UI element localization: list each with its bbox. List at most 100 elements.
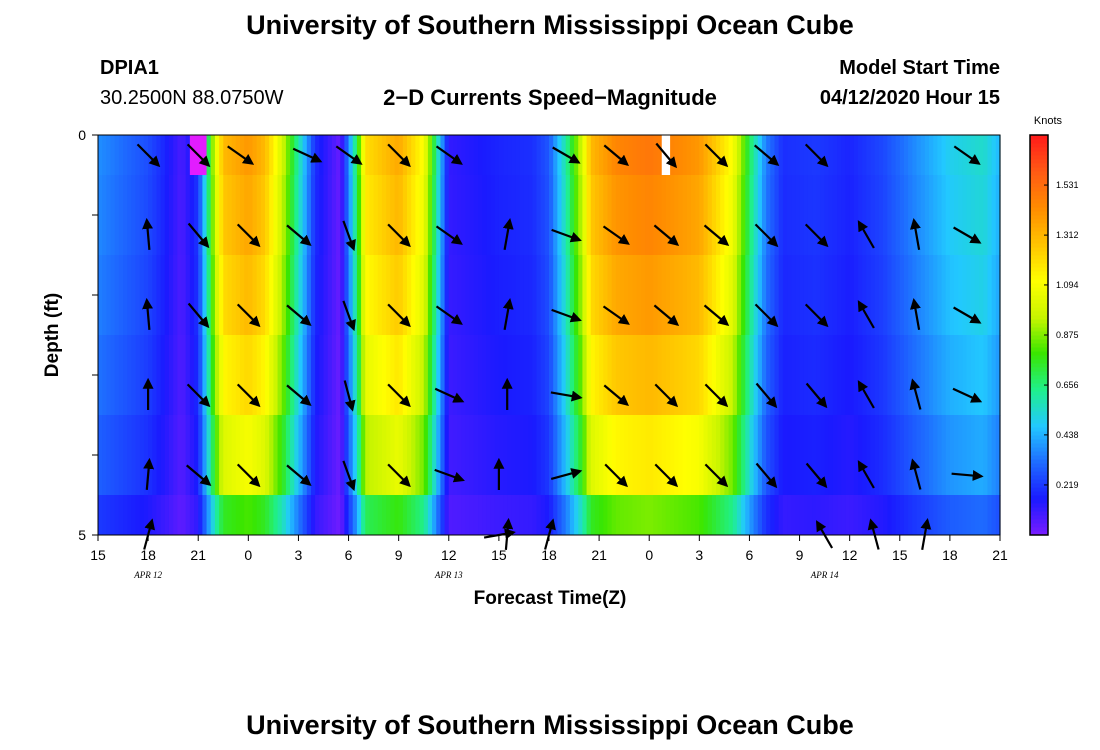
heatmap-cell — [619, 175, 625, 256]
heatmap-cell — [757, 135, 763, 176]
heatmap-cell — [803, 415, 809, 496]
colorbar-tick-label: 0.219 — [1056, 480, 1079, 490]
heatmap-cell — [173, 175, 178, 256]
current-vector-arrow — [286, 224, 312, 247]
heatmap-cell — [753, 495, 759, 536]
current-vector-arrow — [804, 223, 829, 248]
heatmap-cell — [549, 415, 554, 496]
heatmap-cell — [778, 175, 784, 256]
heatmap-cell — [569, 135, 575, 176]
heatmap-cell — [979, 175, 984, 256]
heatmap-cell — [168, 175, 174, 256]
heatmap-cell — [995, 415, 1001, 496]
heatmap-cell — [544, 135, 550, 176]
heatmap-cell — [870, 255, 876, 336]
heatmap-cell — [553, 255, 558, 336]
heatmap-cell — [185, 415, 191, 496]
y-axis-title: Depth (ft) — [42, 293, 63, 377]
heatmap-cell — [812, 495, 817, 536]
heatmap-cell — [344, 135, 350, 176]
heatmap-cell — [507, 495, 513, 536]
heatmap-cell — [678, 495, 684, 536]
heatmap-cell — [557, 335, 563, 416]
heatmap-cell — [106, 495, 112, 536]
colorbar-swatch — [1030, 247, 1048, 252]
heatmap-cell — [235, 415, 241, 496]
x-tick-label: 15 — [491, 547, 507, 563]
heatmap-cell — [812, 175, 817, 256]
heatmap-cell — [912, 415, 918, 496]
heatmap-cell — [699, 175, 705, 256]
heatmap-cell — [365, 335, 371, 416]
heatmap-cell — [841, 255, 847, 336]
heatmap-cell — [202, 495, 208, 536]
heatmap-cell — [118, 135, 124, 176]
heatmap-cell — [152, 175, 158, 256]
heatmap-cell — [365, 495, 371, 536]
heatmap-cell — [770, 255, 776, 336]
heatmap-cell — [344, 175, 350, 256]
current-vector-arrow — [387, 223, 411, 248]
heatmap-cell — [394, 415, 400, 496]
colorbar-swatch — [1030, 471, 1048, 476]
heatmap-cell — [903, 415, 909, 496]
heatmap-cell — [528, 495, 533, 536]
heatmap-cell — [110, 135, 116, 176]
heatmap-cell — [853, 415, 859, 496]
heatmap-cell — [127, 495, 133, 536]
heatmap-cell — [607, 135, 613, 176]
heatmap-cell — [920, 135, 926, 176]
heatmap-cell — [256, 175, 262, 256]
heatmap-cell — [699, 135, 705, 176]
heatmap-cell — [411, 135, 416, 176]
heatmap-cell — [214, 135, 220, 176]
colorbar-swatch — [1030, 219, 1048, 224]
heatmap-cell — [774, 335, 780, 416]
heatmap-cell — [870, 495, 876, 536]
heatmap-cell — [411, 175, 416, 256]
heatmap-cell — [803, 255, 809, 336]
heatmap-cell — [695, 255, 700, 336]
heatmap-cell — [632, 255, 638, 336]
heatmap-cell — [645, 135, 650, 176]
heatmap-cell — [302, 495, 308, 536]
heatmap-cell — [469, 135, 475, 176]
current-vector-arrow — [603, 144, 629, 167]
heatmap-cell — [344, 415, 350, 496]
heatmap-cell — [519, 135, 525, 176]
heatmap-cell — [753, 415, 759, 496]
colorbar-swatch — [1030, 487, 1048, 492]
heatmap-cell — [653, 175, 659, 256]
heatmap-cell — [461, 495, 467, 536]
station-id: DPIA1 — [100, 57, 159, 79]
heatmap-cell — [670, 335, 675, 416]
heatmap-cell — [837, 335, 842, 416]
heatmap-cell — [636, 135, 642, 176]
heatmap-cell — [482, 175, 487, 256]
heatmap-cell — [536, 415, 542, 496]
heatmap-cell — [490, 495, 496, 536]
heatmap-cell — [603, 415, 609, 496]
current-vector-arrow — [502, 218, 514, 250]
current-vector-arrow — [142, 297, 154, 330]
heatmap-cell — [498, 495, 504, 536]
heatmap-cell — [386, 415, 391, 496]
heatmap-cell — [244, 135, 249, 176]
heatmap-cell — [486, 255, 492, 336]
heatmap-cell — [160, 175, 166, 256]
heatmap-cell — [407, 415, 412, 496]
heatmap-cell — [862, 335, 867, 416]
heatmap-cell — [482, 415, 487, 496]
heatmap-cell — [661, 335, 667, 416]
heatmap-cell — [331, 495, 337, 536]
heatmap-cell — [611, 135, 617, 176]
heatmap-cell — [874, 495, 880, 536]
heatmap-cell — [402, 415, 408, 496]
heatmap-cell — [507, 415, 513, 496]
heatmap-cell — [177, 255, 183, 336]
heatmap-cell — [361, 135, 366, 176]
heatmap-cell — [649, 175, 654, 256]
heatmap-cell — [778, 495, 784, 536]
heatmap-cell — [106, 255, 112, 336]
heatmap-cell — [995, 175, 1001, 256]
